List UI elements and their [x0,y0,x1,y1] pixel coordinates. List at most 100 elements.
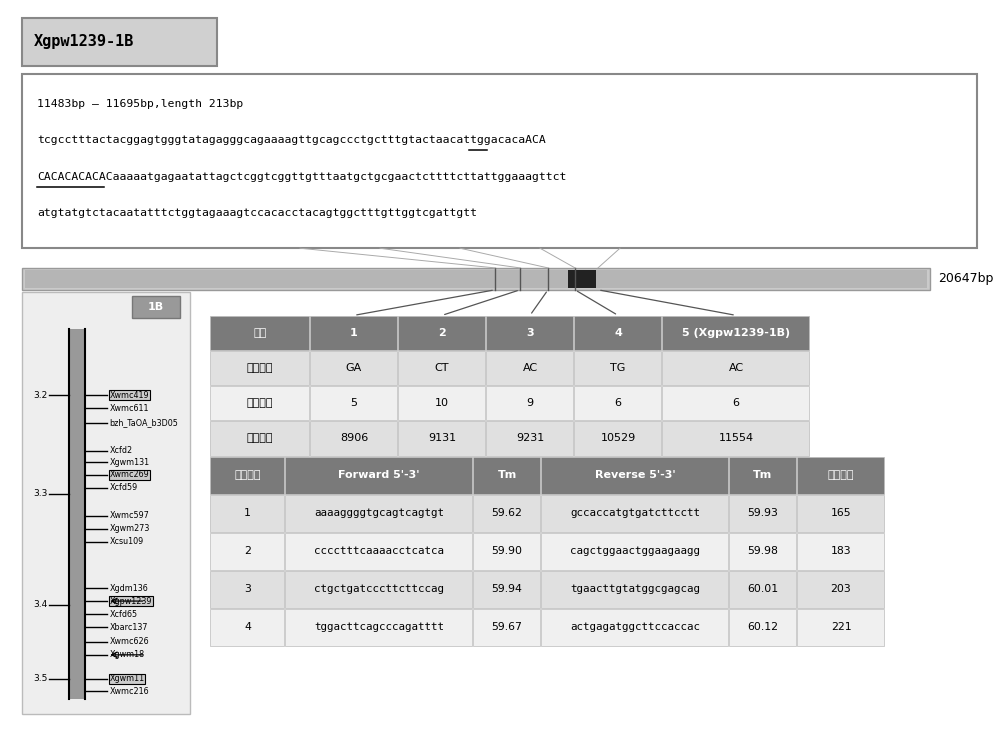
Text: 6: 6 [614,398,622,408]
Text: 9131: 9131 [428,433,456,443]
Bar [310,386,397,420]
Text: Xgwm11: Xgwm11 [109,675,145,683]
Bar [797,457,884,494]
Text: 60.12: 60.12 [747,622,778,632]
Bar [729,457,796,494]
Text: 3: 3 [526,328,534,338]
Bar [486,421,573,456]
Text: Xgwm131: Xgwm131 [109,458,150,466]
Text: 3.2: 3.2 [33,391,47,400]
Bar [285,457,472,494]
Text: 165: 165 [831,508,851,518]
Text: Xwmc269: Xwmc269 [109,470,149,480]
Text: 10529: 10529 [600,433,636,443]
Text: 59.67: 59.67 [492,622,522,632]
Text: Xwmc626: Xwmc626 [109,637,149,646]
Bar [662,351,809,385]
Text: 引物编号: 引物编号 [234,470,261,480]
Text: Xgwm18: Xgwm18 [109,650,145,659]
Bar [210,421,309,456]
Text: Xgdm136: Xgdm136 [109,583,148,593]
Bar [662,386,809,420]
Text: Xcfd2: Xcfd2 [109,446,133,456]
Text: 8906: 8906 [340,433,368,443]
Bar [574,386,661,420]
Bar [210,316,309,350]
Bar [568,270,596,288]
Text: 59.98: 59.98 [748,546,778,556]
Text: 9231: 9231 [516,433,544,443]
Text: Xgpw1239: Xgpw1239 [109,596,152,606]
Text: Xgpw1239-1B: Xgpw1239-1B [34,34,134,50]
Bar [210,386,309,420]
Bar [310,421,397,456]
Text: 3.3: 3.3 [33,489,47,498]
Text: bzh_TaOA_b3D05: bzh_TaOA_b3D05 [109,418,178,428]
Bar [729,609,796,646]
Text: 183: 183 [831,546,851,556]
Bar [285,571,472,608]
Text: 11483bp – 11695bp,length 213bp: 11483bp – 11695bp,length 213bp [37,99,243,109]
Text: tcgcctttactacggagtgggtatagagggcagaaaagttgcagccctgctttgtactaacattggacacaACA: tcgcctttactacggagtgggtatagagggcagaaaagtt… [37,135,546,145]
Bar [797,571,884,608]
Bar [574,316,661,350]
Text: GA: GA [346,363,362,373]
Text: 3.4: 3.4 [33,600,47,610]
Bar [285,495,472,532]
Bar [210,533,284,570]
Bar [398,351,485,385]
Text: aaaaggggtgcagtcagtgt: aaaaggggtgcagtcagtgt [314,508,444,518]
Text: 20647bp: 20647bp [938,272,993,285]
Text: 11554: 11554 [718,433,754,443]
Text: Tm: Tm [753,470,773,480]
Text: Tm: Tm [497,470,517,480]
Text: 1: 1 [244,508,251,518]
Text: Reverse 5'-3': Reverse 5'-3' [595,470,675,480]
Bar [25,270,927,288]
Text: 重复元件: 重复元件 [247,363,273,373]
Bar [310,351,397,385]
Text: 1: 1 [350,328,358,338]
Bar [486,316,573,350]
Text: Xbarc137: Xbarc137 [109,623,148,631]
Text: 5: 5 [351,398,358,408]
Text: 203: 203 [831,584,851,594]
Text: actgagatggcttccaccac: actgagatggcttccaccac [570,622,700,632]
Bar [398,421,485,456]
Bar [285,609,472,646]
Text: 编号: 编号 [253,328,267,338]
Text: 59.94: 59.94 [492,584,522,594]
Text: Xcfd65: Xcfd65 [109,610,138,618]
Text: 10: 10 [435,398,449,408]
Bar [574,421,661,456]
Text: 起始位置: 起始位置 [247,433,273,443]
Text: 9: 9 [526,398,534,408]
Bar [210,571,284,608]
Text: cccctttcaaaacctcatca: cccctttcaaaacctcatca [314,546,444,556]
Text: 59.62: 59.62 [492,508,522,518]
Text: Forward 5'-3': Forward 5'-3' [338,470,420,480]
Text: Xwmc419: Xwmc419 [109,391,149,400]
Text: 4: 4 [614,328,622,338]
Bar [541,609,728,646]
Text: ctgctgatcccttcttccag: ctgctgatcccttcttccag [314,584,444,594]
Bar [473,495,540,532]
Bar [729,495,796,532]
Bar [22,292,190,714]
Bar [486,386,573,420]
Bar [473,609,540,646]
Text: Xcsu109: Xcsu109 [109,537,144,546]
Text: 5 (Xgpw1239-1B): 5 (Xgpw1239-1B) [682,328,790,338]
Bar [574,351,661,385]
Bar [132,296,180,318]
Bar [285,533,472,570]
Text: tggacttcagcccagatttt: tggacttcagcccagatttt [314,622,444,632]
Text: 59.93: 59.93 [748,508,778,518]
Bar [22,74,977,248]
Bar [473,457,540,494]
Text: 2: 2 [244,546,251,556]
Bar [398,316,485,350]
Text: Xgwm273: Xgwm273 [109,524,150,533]
Text: 59.90: 59.90 [492,546,522,556]
Text: 2: 2 [438,328,446,338]
